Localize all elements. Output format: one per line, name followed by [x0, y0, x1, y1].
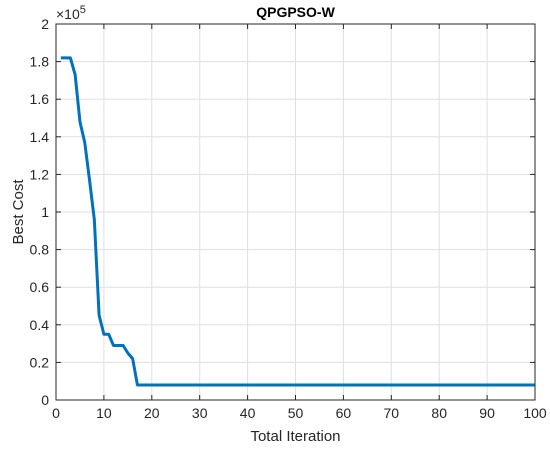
y-tick-label: 0.2: [30, 354, 50, 370]
grid: [55, 23, 536, 401]
x-axis-label: Total Iteration: [250, 428, 340, 445]
y-tick-label: 1.4: [30, 129, 50, 145]
y-tick-label: 0.4: [30, 317, 50, 333]
y-tick-label: 0: [41, 392, 49, 408]
x-tick-label: 100: [523, 405, 547, 421]
y-tick-label: 0.8: [30, 242, 50, 258]
x-tick-label: 50: [288, 405, 304, 421]
y-exponent-power: 5: [80, 4, 86, 16]
y-exponent-base: ×10: [56, 6, 80, 22]
y-tick-label: 0.6: [30, 279, 50, 295]
x-tick-label: 10: [96, 405, 112, 421]
y-tick-label: 1: [41, 204, 49, 220]
x-tick-label: 20: [144, 405, 160, 421]
y-axis-label: Best Cost: [10, 179, 27, 245]
y-tick-label: 1.8: [30, 54, 50, 70]
x-tick-label: 90: [479, 405, 495, 421]
y-axis-exponent: ×105: [56, 4, 86, 22]
series-layer: [60, 56, 535, 387]
x-tick-label: 40: [240, 405, 256, 421]
y-tick-label: 2: [41, 16, 49, 32]
y-tick-label: 1.2: [30, 166, 50, 182]
x-tick-label: 60: [336, 405, 352, 421]
x-tick-label: 70: [384, 405, 400, 421]
ticks: 0 10 20 30 40 50 60 70 80 90 100 0 0.2 0.4 0.6 0.8 1 1.2 1…: [30, 16, 547, 421]
x-tick-label: 30: [192, 405, 208, 421]
x-tick-label: 80: [431, 405, 447, 421]
y-tick-label: 1.6: [30, 91, 50, 107]
series-line: [60, 56, 535, 387]
chart-title: QPGPSO-W: [256, 4, 335, 20]
x-tick-label: 0: [52, 405, 60, 421]
